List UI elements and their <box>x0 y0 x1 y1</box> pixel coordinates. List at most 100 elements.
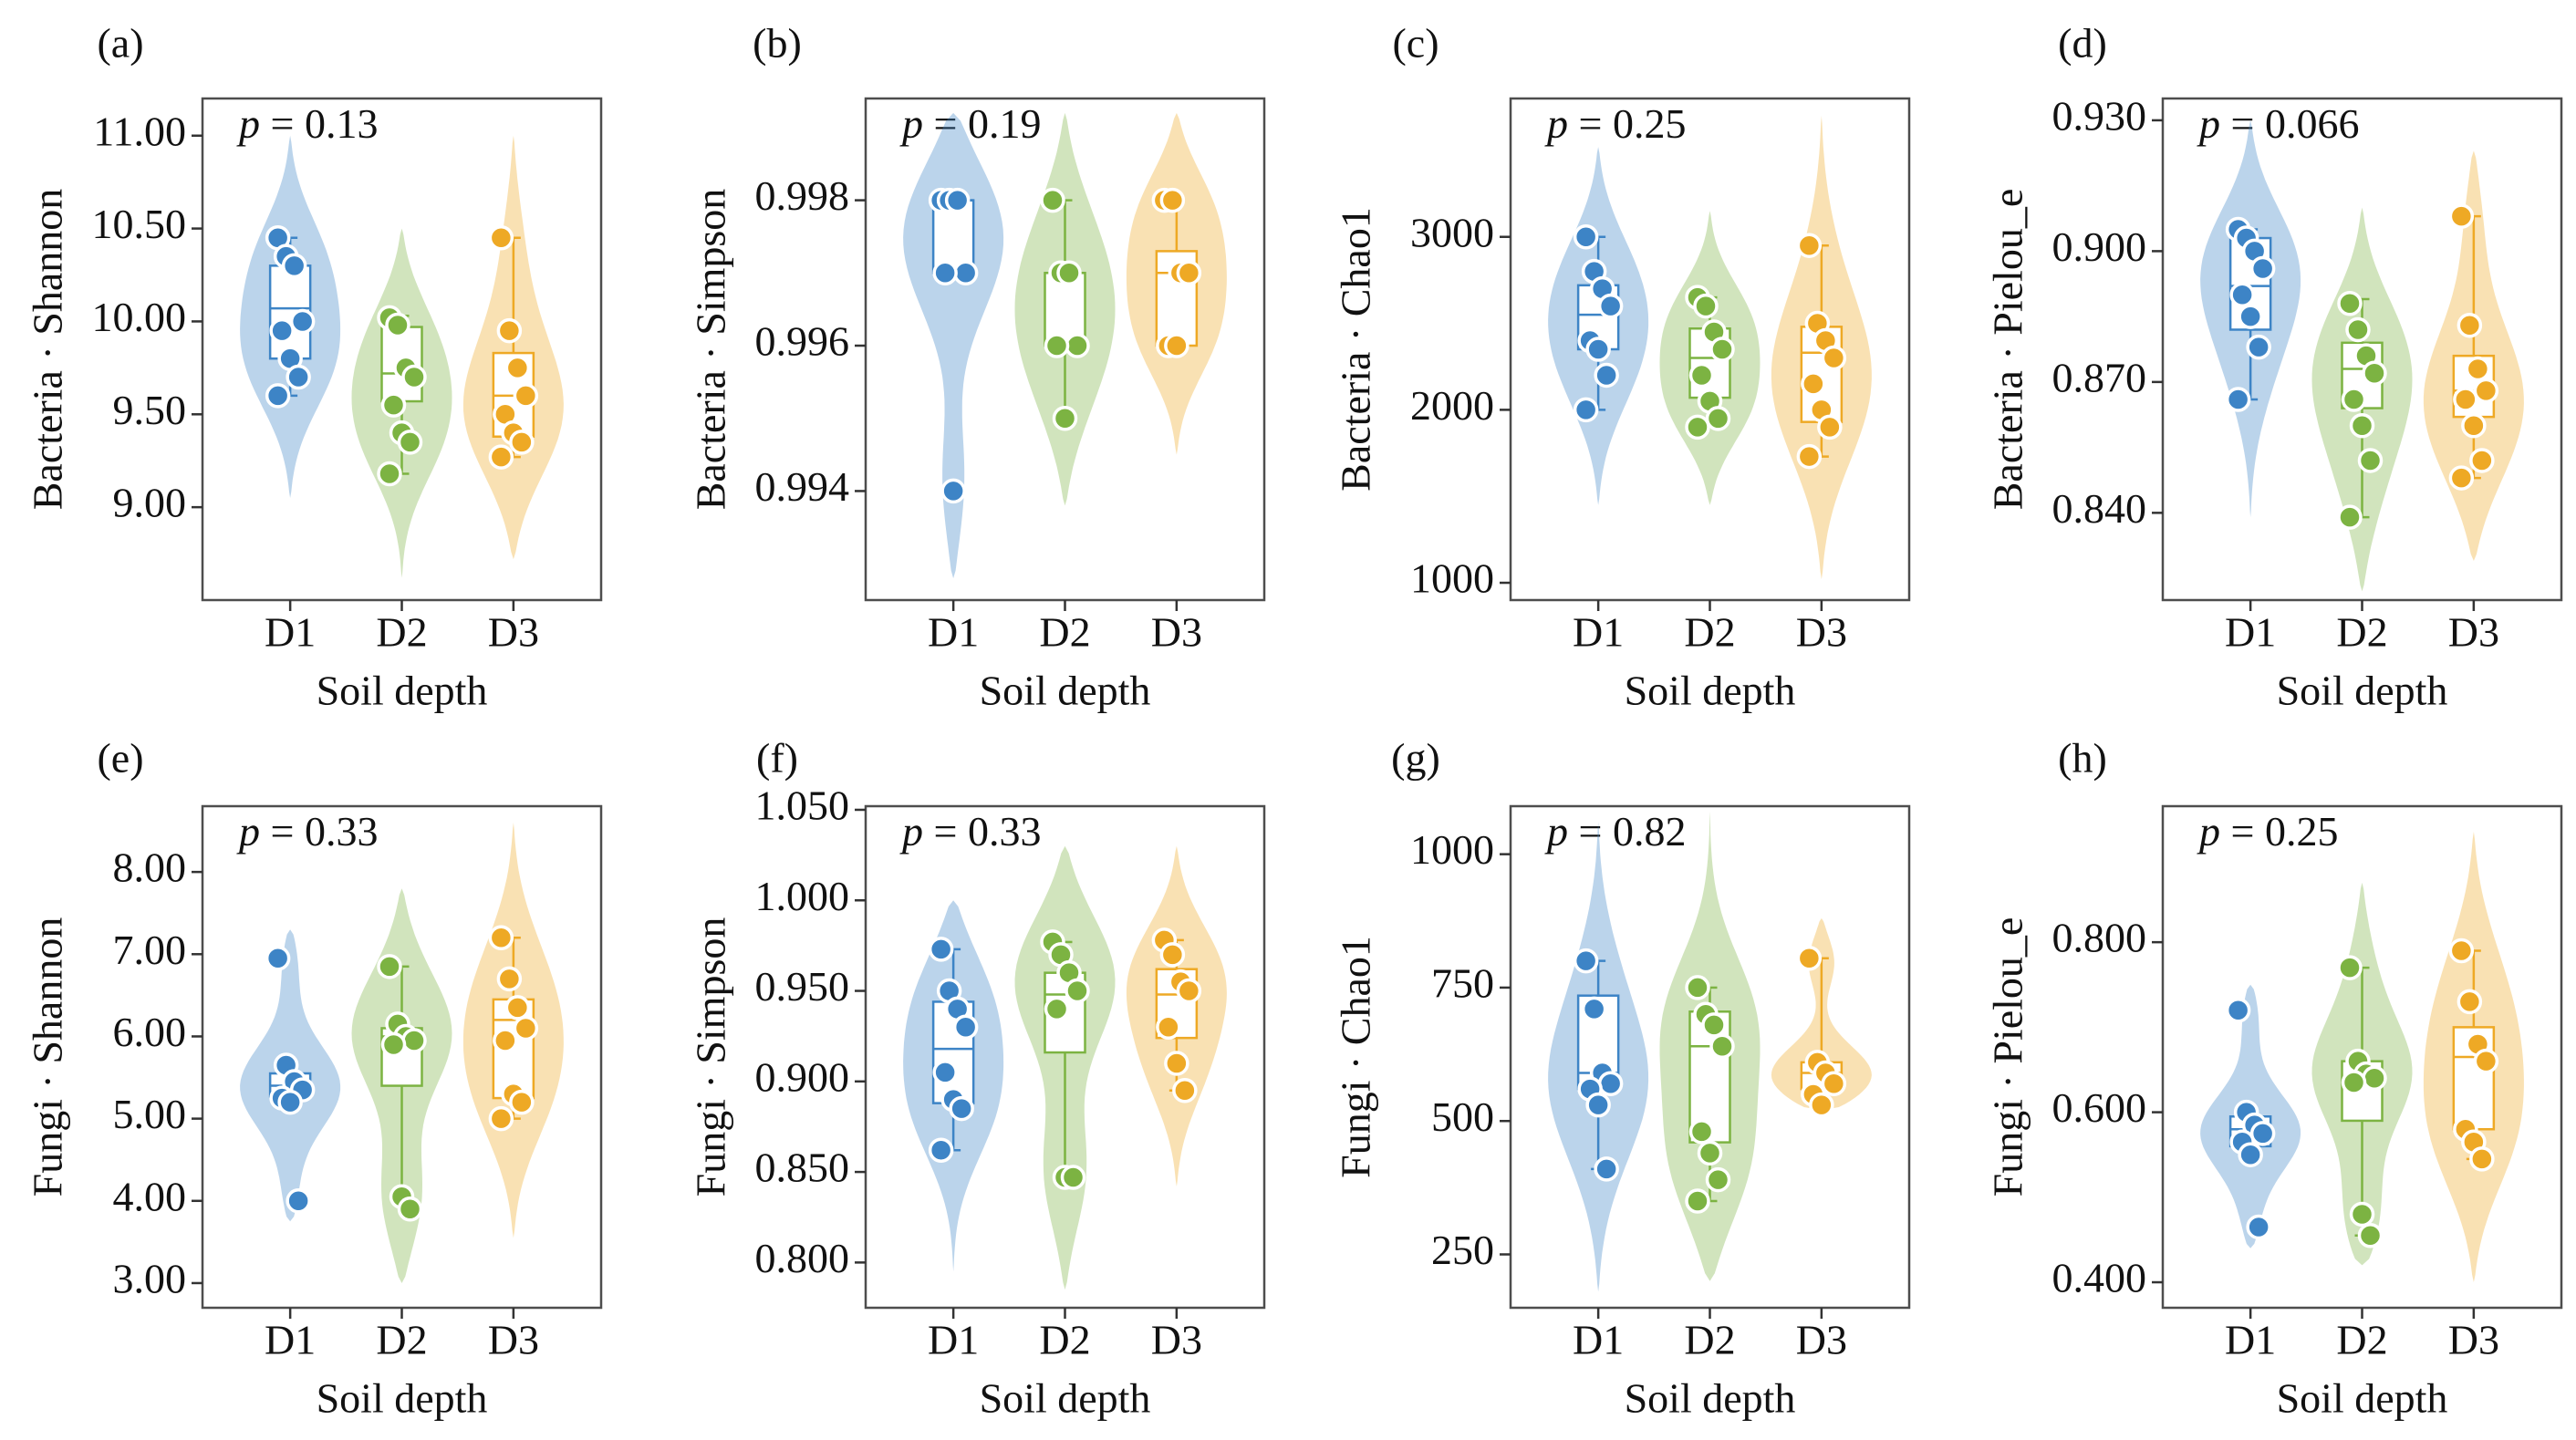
data-point <box>509 430 535 455</box>
data-point <box>928 1137 954 1164</box>
data-point <box>1065 333 1090 358</box>
data-point <box>1164 333 1189 358</box>
x-axis-label: Soil depth <box>980 668 1151 714</box>
data-point <box>928 937 954 962</box>
y-tick-label: 0.850 <box>755 1145 850 1191</box>
x-tick-label: D1 <box>928 609 979 656</box>
data-point <box>1685 1188 1710 1214</box>
data-point <box>932 1060 958 1085</box>
data-point <box>401 1028 427 1053</box>
data-point <box>1594 362 1619 388</box>
data-point <box>488 925 514 951</box>
data-point <box>2457 312 2483 338</box>
x-tick-label: D1 <box>1573 609 1624 656</box>
group-D3 <box>1771 116 1872 580</box>
y-tick-label: 9.00 <box>113 480 187 526</box>
group-D3 <box>1126 112 1227 455</box>
data-point <box>952 1014 979 1040</box>
data-point <box>2469 448 2495 473</box>
group-D1 <box>2200 984 2301 1248</box>
data-point <box>265 946 291 971</box>
data-point <box>377 954 402 979</box>
data-point <box>1573 223 1599 250</box>
y-tick-label: 0.600 <box>2052 1084 2147 1131</box>
x-axis-label: Soil depth <box>980 1375 1151 1422</box>
data-point <box>2448 465 2475 491</box>
data-point <box>1801 371 1826 397</box>
panel-tag: (h) <box>2058 735 2107 782</box>
data-point <box>1585 1092 1611 1118</box>
data-point <box>488 444 514 470</box>
y-axis-label: Bacteria · Chao1 <box>1333 207 1379 492</box>
panel-c: (c) 1000 2000 3000 Bacteria · Chao1 p = 0.25 D… <box>1333 20 1911 714</box>
y-tick-label: 0.950 <box>755 963 850 1010</box>
x-tick-label: D2 <box>2336 1317 2387 1363</box>
data-point <box>1052 405 1078 431</box>
data-point <box>496 966 523 992</box>
y-axis-label: Fungi · Simpson <box>688 917 734 1197</box>
data-point <box>944 187 971 213</box>
y-tick-label: 8.00 <box>113 844 187 891</box>
data-point <box>1688 362 1715 388</box>
group-D1 <box>2200 119 2301 518</box>
x-tick-label: D2 <box>1039 609 1090 656</box>
data-point <box>1688 1119 1715 1145</box>
data-point <box>2345 316 2371 343</box>
y-tick-label: 0.996 <box>755 318 850 365</box>
data-point <box>1594 1156 1619 1182</box>
data-point <box>286 1188 311 1214</box>
data-point <box>952 260 979 286</box>
y-axis-label: Bacteria · Simpson <box>688 189 734 511</box>
violin-shape <box>903 112 1004 579</box>
data-point <box>488 1105 514 1132</box>
data-point <box>513 383 539 409</box>
p-value-label: p = 0.25 <box>2197 808 2338 855</box>
group-D1 <box>903 900 1004 1272</box>
data-point <box>1809 1092 1834 1118</box>
p-value-label: p = 0.33 <box>236 808 378 855</box>
data-point <box>269 317 295 344</box>
group-D3 <box>2423 150 2524 561</box>
data-point <box>1796 946 1823 971</box>
data-point <box>1709 1033 1735 1060</box>
data-point <box>1056 260 1082 286</box>
data-point <box>2246 1214 2271 1240</box>
group-D3 <box>462 135 564 560</box>
data-point <box>1597 1071 1624 1097</box>
y-tick-label: 0.994 <box>755 463 850 510</box>
y-tick-label: 0.840 <box>2052 485 2147 532</box>
panel-tag: (c) <box>1392 20 1439 67</box>
data-point <box>1159 187 1186 213</box>
data-point <box>2238 1142 2263 1167</box>
data-point <box>377 461 402 487</box>
data-point <box>2461 412 2487 439</box>
data-point <box>504 355 531 381</box>
data-point <box>2473 1048 2499 1074</box>
data-point <box>1044 333 1070 358</box>
data-point <box>385 312 410 338</box>
panel-tag: (b) <box>753 20 802 67</box>
group-D1 <box>1548 822 1649 1292</box>
y-tick-label: 1000 <box>1410 555 1494 602</box>
y-axis-label: Fungi · Shannon <box>25 917 71 1197</box>
data-point <box>493 1028 518 1053</box>
x-tick-label: D3 <box>2448 609 2499 656</box>
data-point <box>265 383 291 409</box>
data-point <box>2357 448 2384 473</box>
data-point <box>1040 187 1065 213</box>
y-tick-label: 1000 <box>1410 826 1494 873</box>
x-tick-label: D2 <box>1684 1317 1735 1363</box>
group-D1 <box>240 135 341 498</box>
y-tick-label: 4.00 <box>113 1173 187 1219</box>
data-point <box>2448 203 2475 229</box>
data-point <box>1685 975 1710 1000</box>
data-point <box>1581 996 1607 1022</box>
data-point <box>932 260 958 286</box>
data-point <box>1685 414 1710 440</box>
x-tick-label: D3 <box>1151 1317 1202 1363</box>
y-tick-label: 6.00 <box>113 1009 187 1055</box>
p-value-label: p = 0.33 <box>899 808 1041 855</box>
x-tick-label: D1 <box>265 1317 316 1363</box>
panel-a: (a) 9.00 9.50 10.00 10.50 11.00 Bacteria · Sha… <box>25 20 603 714</box>
y-tick-label: 0.800 <box>755 1235 850 1281</box>
